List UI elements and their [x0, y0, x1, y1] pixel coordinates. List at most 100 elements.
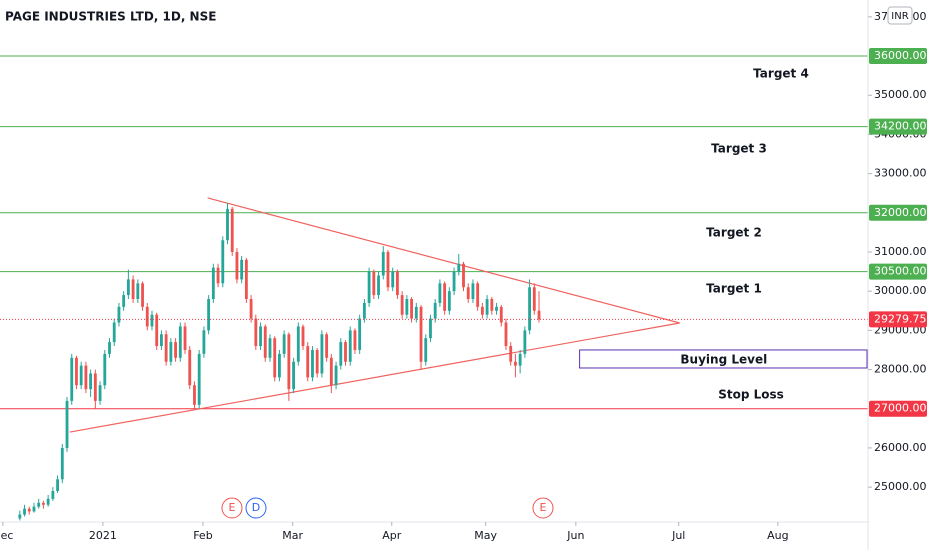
- candle-body: [311, 349, 314, 378]
- candle-body: [339, 342, 343, 366]
- candle-body: [419, 306, 423, 362]
- candle-body: [169, 342, 173, 362]
- event-marker[interactable]: [245, 497, 267, 519]
- candle-body: [112, 322, 116, 343]
- x-tick-label: Dec: [0, 529, 13, 542]
- x-tick-label: Mar: [282, 529, 303, 542]
- level-label-box: [869, 118, 927, 135]
- trend-line: [69, 322, 680, 433]
- event-marker[interactable]: [221, 497, 243, 519]
- candle-body: [386, 251, 390, 288]
- candle-body: [27, 508, 31, 512]
- candle-body: [254, 318, 258, 347]
- candle-body: [523, 330, 527, 354]
- x-tick-label: Jun: [566, 529, 584, 542]
- trend-line: [207, 197, 680, 324]
- candle-body: [480, 306, 484, 315]
- candle-body: [447, 291, 451, 311]
- candle-body: [263, 326, 267, 358]
- level-label: 30500.00: [874, 265, 927, 278]
- plot-area: [0, 55, 868, 521]
- candle-body: [131, 279, 135, 300]
- candle-body: [84, 365, 88, 390]
- y-tick-label: 30000.00: [874, 284, 927, 297]
- candle-body: [197, 353, 201, 405]
- candle-body: [273, 338, 277, 378]
- candle-body: [358, 318, 362, 350]
- candle-body: [466, 287, 470, 300]
- candle-body: [377, 275, 380, 296]
- event-markers: E D E: [221, 497, 554, 519]
- candle-body: [136, 283, 140, 300]
- candle-body: [42, 502, 45, 505]
- candle-body: [348, 330, 352, 362]
- annotation: Target 3: [711, 142, 767, 156]
- candle-body: [221, 240, 225, 284]
- candle-body: [211, 267, 215, 300]
- candle-body: [391, 271, 395, 288]
- candle-body: [150, 314, 154, 327]
- candle-body: [160, 334, 163, 347]
- candle-body: [32, 506, 36, 512]
- candle-body: [249, 299, 253, 319]
- y-tick-label: 26000.00: [874, 441, 927, 454]
- level-label: 32000.00: [874, 206, 927, 219]
- candle-body: [400, 295, 404, 315]
- candle-body: [296, 326, 300, 362]
- last-price-box: [869, 311, 927, 328]
- currency-label: INR: [891, 11, 908, 22]
- axes: 25000.0026000.0028000.0029000.0030000.00…: [0, 6, 927, 542]
- candle-body: [56, 479, 59, 492]
- currency-badge: [887, 6, 913, 25]
- y-tick-label: 35000.00: [874, 88, 927, 101]
- candle-body: [457, 263, 461, 272]
- candle-body: [429, 318, 432, 339]
- candle-body: [410, 299, 413, 319]
- candle-body: [344, 342, 347, 362]
- candle-body: [532, 287, 536, 311]
- candle-body: [164, 334, 168, 362]
- candle-body: [93, 373, 97, 401]
- candle-body: [315, 349, 319, 374]
- level-label: 34200.00: [874, 120, 927, 133]
- level-label: 36000.00: [874, 49, 927, 62]
- level-label-box: [869, 204, 927, 221]
- candle-body: [424, 338, 428, 362]
- candle-body: [37, 502, 41, 507]
- candle-body: [117, 306, 121, 323]
- candle-body: [396, 271, 399, 296]
- candle-body: [268, 338, 272, 358]
- y-tick-label: 28000.00: [874, 363, 927, 376]
- candle-body: [188, 349, 192, 386]
- candle-body: [183, 326, 187, 350]
- y-tick-label: 31000.00: [874, 245, 927, 258]
- annotation: Target 1: [706, 282, 762, 296]
- candle-body: [145, 306, 149, 327]
- candle-body: [98, 385, 102, 401]
- candle-body: [230, 208, 234, 252]
- event-marker[interactable]: [532, 497, 554, 519]
- candle-body: [452, 271, 456, 292]
- candle-body: [226, 208, 229, 241]
- candle-body: [381, 251, 385, 276]
- candle-body: [70, 357, 74, 401]
- candle-body: [282, 334, 286, 354]
- x-tick-label: Jul: [671, 529, 685, 542]
- annotation: Stop Loss: [718, 388, 784, 402]
- candle-body: [490, 299, 494, 311]
- candle-body: [122, 295, 126, 307]
- candle-body: [46, 498, 50, 505]
- candle-body: [193, 385, 196, 405]
- candle-body: [325, 334, 329, 358]
- x-tick-label: Apr: [382, 529, 402, 542]
- candle-body: [438, 283, 442, 303]
- candle-body: [476, 283, 480, 307]
- event-label: D: [252, 501, 260, 514]
- candle-body: [141, 283, 144, 307]
- candle-body: [155, 314, 159, 347]
- candle-body: [75, 357, 78, 386]
- zone-label: Buying Level: [680, 352, 767, 366]
- event-label: E: [540, 501, 547, 514]
- candle-body: [528, 287, 531, 331]
